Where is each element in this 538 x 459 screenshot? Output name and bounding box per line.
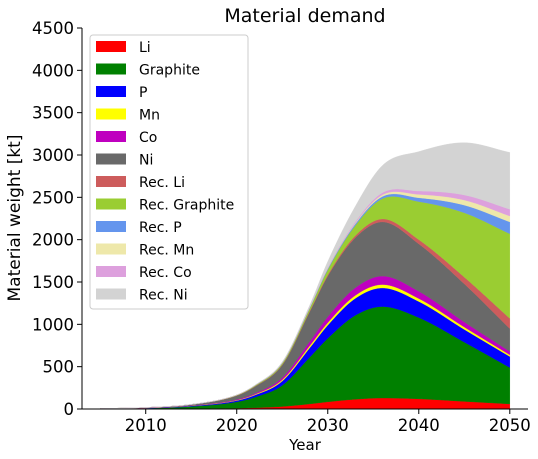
legend-swatch-rec-p	[96, 221, 126, 232]
y-tick-label: 3500	[32, 104, 74, 123]
legend-swatch-ni	[96, 153, 126, 165]
y-tick-label: 2500	[32, 188, 74, 207]
area-rec-ni	[100, 142, 510, 409]
legend-swatch-rec-mn	[96, 243, 126, 255]
x-tick-layer: 2010 2020 2030 2040 2050	[125, 409, 531, 435]
x-tick-label: 2020	[216, 416, 258, 435]
x-tick-label: 2050	[489, 416, 531, 435]
legend-box	[89, 34, 249, 310]
area-layer	[100, 142, 510, 410]
x-tick-label: 2040	[398, 416, 440, 435]
legend-label-ni: Ni	[139, 153, 153, 169]
axes-layer	[81, 28, 528, 410]
legend-label-co: Co	[139, 130, 157, 146]
legend-label-li: Li	[139, 40, 151, 56]
y-axis-title: Material weight [kt]	[5, 135, 25, 302]
legend-swatch-p	[96, 86, 126, 97]
legend-swatch-rec-co	[96, 266, 126, 277]
y-tick-label: 3000	[32, 146, 74, 165]
legend: Li Graphite P Mn Co Ni Rec. Li Rec. Graphite Rec…	[89, 34, 249, 310]
y-tick-label: 1000	[32, 315, 74, 334]
y-tick-label: 0	[64, 400, 75, 419]
x-axis-title: Year	[288, 436, 322, 454]
legend-swatch-li	[96, 41, 126, 52]
y-tick-layer: 0 500 1000 1500 2000 2500 3000 3500 4000 4500	[32, 19, 82, 419]
legend-swatch-rec-li	[96, 176, 126, 187]
legend-label-rec-li: Rec. Li	[139, 175, 185, 191]
x-tick-label: 2010	[125, 416, 167, 435]
x-tick-label: 2030	[307, 416, 349, 435]
legend-label-rec-co: Rec. Co	[139, 265, 192, 281]
y-tick-label: 1500	[32, 273, 74, 292]
legend-swatch-graphite	[96, 63, 126, 75]
y-tick-label: 2000	[32, 231, 74, 250]
legend-label-rec-p: Rec. P	[139, 220, 182, 236]
y-tick-label: 4000	[32, 61, 74, 80]
legend-label-rec-mn: Rec. Mn	[139, 243, 194, 259]
legend-label-mn: Mn	[139, 108, 160, 124]
chart-title: Material demand	[224, 5, 385, 27]
legend-label-rec-graphite: Rec. Graphite	[139, 198, 234, 214]
y-tick-label: 500	[43, 358, 75, 377]
legend-label-rec-ni: Rec. Ni	[139, 288, 188, 304]
y-tick-label: 4500	[32, 19, 74, 38]
legend-label-p: P	[139, 85, 147, 101]
legend-swatch-co	[96, 131, 126, 142]
legend-label-graphite: Graphite	[139, 63, 200, 79]
legend-swatch-rec-ni	[96, 288, 126, 300]
legend-swatch-mn	[96, 108, 126, 120]
legend-swatch-rec-graphite	[96, 198, 126, 210]
